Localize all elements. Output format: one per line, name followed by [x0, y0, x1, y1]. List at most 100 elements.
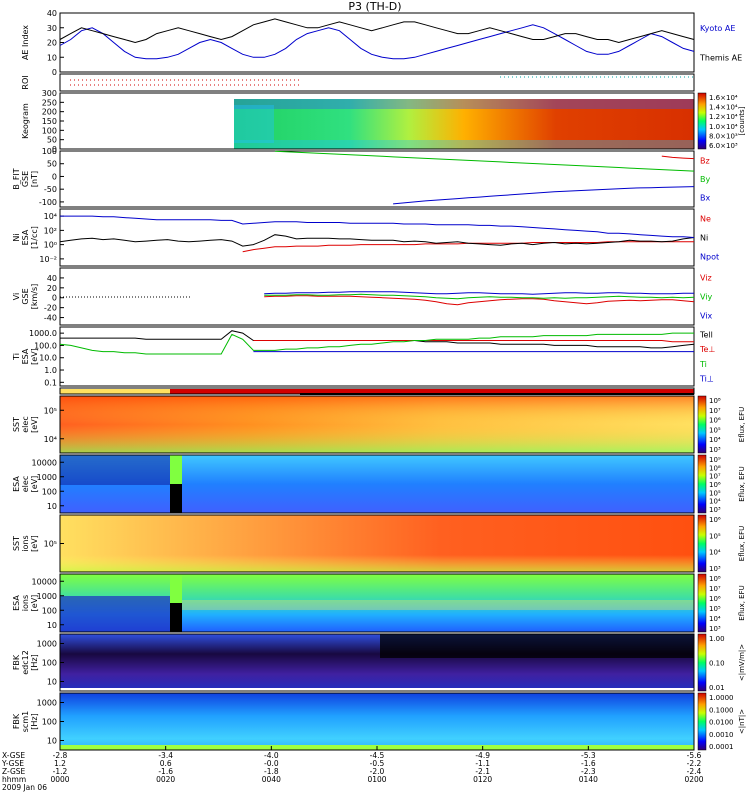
xtick-label: -2.8	[53, 751, 68, 760]
legend-entry: Ti	[699, 360, 707, 369]
colorbar-title: Eflux, EFU	[738, 526, 746, 561]
legend-entry: Viy	[700, 293, 713, 302]
ytick-label: 10⁵	[44, 540, 57, 549]
ytick-label: 10	[47, 53, 57, 62]
colorbar-label: 10⁸	[709, 397, 721, 405]
colorbar	[697, 92, 707, 150]
legend-entry: Kyoto AE	[700, 24, 735, 33]
series-line-viy	[264, 293, 695, 300]
panel-ylabel: B_FIT	[12, 168, 21, 189]
panel-ylabel: elec	[21, 416, 30, 432]
panel-ylabel: Ni	[12, 233, 21, 241]
ytick-label: 40	[47, 9, 57, 18]
ytick-label: -20	[44, 304, 57, 313]
series-line-themis-ae	[59, 18, 695, 44]
legend-entry: Ni	[700, 234, 708, 243]
panel-ylabel: ESA	[12, 595, 21, 611]
ytick-label: 100	[42, 606, 57, 615]
panel-12: FBK edc12 [Hz] 10 100 1000 1.00 0.10 0.01 <|mV/m|…	[12, 633, 746, 692]
colorbar-label: 10⁵	[709, 426, 721, 434]
colorbar-title: [counts]	[738, 106, 746, 135]
panel-frame	[59, 150, 695, 208]
colorbar-title: <|mV/m|>	[738, 644, 746, 681]
ytick-label: -50	[44, 185, 57, 194]
ytick-label: 0.1	[44, 378, 57, 387]
panel-ylabel: FBK	[12, 654, 21, 670]
series-line-vix	[264, 291, 694, 295]
xtick-label: -1.8	[264, 767, 279, 776]
panel-frame	[59, 12, 695, 73]
ytick-label: 10⁰	[44, 241, 57, 250]
colorbar-label: 10⁶	[709, 595, 721, 603]
colorbar-label: 0.1000	[709, 706, 734, 714]
panel-ylabel: AE Index	[21, 25, 30, 60]
colorbar-label: 10⁷	[709, 473, 721, 481]
fbk-scm1-spectrogram	[60, 693, 694, 750]
panel-8: SST elec [eV]10⁴10⁵10⁸10⁷10⁶10⁵10⁴10³Eflux…	[12, 395, 746, 454]
ytick-label: 1000	[37, 699, 57, 708]
panel-ylabel: elec	[21, 476, 30, 492]
x-axis-row-label: hhmm	[2, 775, 26, 784]
xtick-label: 0040	[262, 775, 281, 784]
xtick-label: -2.3	[581, 767, 596, 776]
ytick-label: 10000	[32, 577, 57, 586]
keogram-image	[234, 99, 694, 149]
colorbar-label: 10⁴	[709, 498, 721, 506]
xtick-label: 0100	[367, 775, 386, 784]
panel-3: B_FIT GSE [nT] -100 -50 0 50 100 Bz By Bx	[12, 147, 710, 208]
colorbar-label: 10⁵	[709, 489, 721, 497]
xtick-label: -3.4	[158, 751, 173, 760]
colorbar-label: 10⁵	[709, 532, 721, 540]
colorbar-label: 0.0001	[709, 743, 734, 751]
panel-ylabel: [nT]	[30, 171, 39, 187]
colorbar-label: 1.0000	[709, 694, 734, 702]
ytick-label: 10	[47, 621, 57, 630]
panel-frame	[59, 208, 695, 267]
legend-entry: By	[700, 175, 710, 184]
colorbar-title: <|nT|>	[738, 709, 746, 734]
colorbar-label: 10⁶	[709, 417, 721, 425]
colorbar-label: 10⁵	[709, 605, 721, 613]
series-line-viz	[264, 295, 695, 306]
legend-entry: Themis AE	[699, 53, 742, 62]
panel-ylabel: [eV]	[30, 595, 39, 612]
panel-ylabel: Ti	[12, 353, 21, 361]
ytick-label: 20	[47, 39, 57, 48]
ytick-label: 1.0	[44, 366, 57, 375]
colorbar-label: 10³	[709, 565, 721, 573]
panel-frame	[59, 573, 695, 633]
colorbar-label: 10⁹	[709, 456, 721, 464]
colorbar-label: 10⁸	[709, 575, 721, 583]
series-line-npot	[60, 215, 695, 238]
ytick-label: 100	[42, 487, 57, 496]
ytick-label: 50	[47, 160, 57, 169]
panel-frame	[59, 73, 695, 92]
panel-0: AE Index 0 10 20 30 40 Kyoto AE Themis AE	[21, 9, 742, 77]
xtick-label: 0.6	[160, 759, 172, 768]
ytick-label: 10⁴	[44, 435, 57, 444]
esa-elec-spectrogram	[60, 455, 694, 513]
panel-ylabel: edc12	[21, 650, 30, 675]
panel-11: ESA ions [eV] 10 100 1000 10000 10⁸ 10⁷ 10⁶ 10⁵ 10⁴…	[12, 573, 746, 633]
legend-entry: Te⊥	[699, 345, 715, 354]
xtick-label: -4.9	[475, 751, 490, 760]
panel-ylabel: [eV]	[30, 348, 39, 365]
panel-frame	[59, 326, 695, 387]
ytick-label: 0	[52, 294, 57, 303]
panel-frame	[59, 395, 695, 454]
panel-frame	[59, 387, 695, 395]
legend-entry: Ne	[700, 215, 711, 224]
panel-ylabel: SST	[12, 536, 21, 551]
panel-ylabel: [eV]	[30, 416, 39, 433]
colorbar	[697, 573, 707, 633]
legend-entry: Bx	[700, 194, 710, 203]
xtick-label: -1.6	[581, 759, 596, 768]
colorbar-label: 0.10	[709, 660, 725, 668]
ytick-label: 1000	[37, 473, 57, 482]
panel-ylabel: ROI	[21, 75, 30, 89]
x-axis-row-label: X-GSE	[2, 751, 25, 760]
